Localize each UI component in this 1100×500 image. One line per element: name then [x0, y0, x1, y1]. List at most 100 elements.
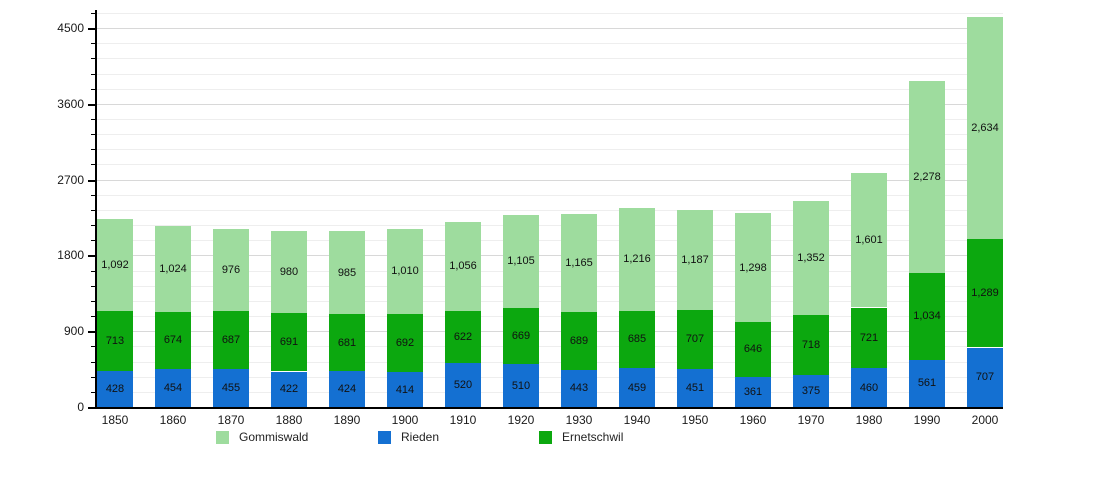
bar-segment-gommiswald-1900: 1,010 — [387, 228, 423, 314]
bar-value-label: 687 — [221, 333, 241, 346]
minor-gridline — [97, 164, 1003, 166]
minor-gridline — [97, 149, 1003, 151]
major-gridline — [97, 28, 1003, 29]
legend-swatch-ernetschwil — [539, 430, 552, 444]
legend-swatch-gommiswald — [216, 430, 229, 444]
x-axis-label-1900: 1900 — [391, 413, 419, 427]
bar-value-label: 1,010 — [391, 265, 419, 278]
bar-value-label: 2,634 — [971, 121, 999, 134]
y-axis-tick — [91, 225, 95, 227]
major-gridline — [97, 255, 1003, 257]
minor-gridline — [97, 376, 1003, 378]
bar-segment-gommiswald-1920: 1,105 — [503, 214, 539, 308]
y-axis-tick — [91, 194, 95, 196]
y-axis-tick-label: 900 — [63, 324, 84, 339]
y-axis-tick — [91, 73, 95, 75]
y-axis-tick — [88, 103, 95, 106]
bar-value-label: 424 — [337, 383, 357, 396]
y-axis-tick — [88, 179, 95, 182]
y-axis-tick-label: 1800 — [57, 248, 84, 263]
bar-value-label: 980 — [279, 265, 299, 278]
y-axis-tick — [91, 270, 95, 272]
major-gridline — [97, 331, 1003, 333]
minor-gridline — [97, 240, 1003, 242]
bar-segment-rieden-1950: 451 — [677, 369, 713, 407]
minor-gridline — [97, 12, 1003, 14]
bar-segment-ernetschwil-1970: 718 — [793, 314, 829, 376]
x-axis-label-1910: 1910 — [449, 413, 477, 427]
minor-gridline — [97, 225, 1003, 227]
bar-value-label: 718 — [801, 339, 821, 352]
x-axis-label-1850: 1850 — [101, 413, 129, 427]
y-axis-tick — [91, 346, 95, 348]
y-axis-tick — [91, 300, 95, 302]
bar-segment-rieden-1860: 454 — [155, 368, 191, 407]
bar-value-label: 561 — [917, 377, 937, 390]
bar-value-label: 1,352 — [797, 252, 825, 265]
major-gridline — [97, 179, 1003, 181]
bar-value-label: 1,187 — [681, 253, 709, 266]
bar-value-label: 707 — [975, 371, 995, 384]
bar-value-label: 455 — [221, 381, 241, 394]
y-axis-tick-label: 2700 — [57, 172, 84, 187]
bar-value-label: 707 — [685, 333, 705, 346]
bar-segment-rieden-1900: 414 — [387, 372, 423, 407]
bar-segment-ernetschwil-1890: 681 — [329, 313, 365, 372]
legend-item-gommiswald: Gommiswald — [216, 430, 308, 444]
bar-value-label: 361 — [743, 385, 763, 398]
bar-segment-gommiswald-1910: 1,056 — [445, 221, 481, 311]
bar-value-label: 428 — [105, 383, 125, 395]
x-axis-label-2000: 2000 — [971, 413, 999, 427]
bar-value-label: 459 — [627, 381, 647, 394]
bar-value-label: 1,034 — [913, 310, 941, 323]
bar-segment-gommiswald-1890: 985 — [329, 231, 365, 314]
minor-gridline — [97, 43, 1003, 45]
bar-value-label: 692 — [395, 337, 415, 350]
y-axis-tick — [91, 58, 95, 60]
bar-value-label: 622 — [453, 330, 473, 343]
bar-value-label: 1,289 — [971, 287, 999, 300]
minor-gridline — [97, 194, 1003, 196]
bar-value-label: 681 — [337, 336, 357, 349]
bar-segment-ernetschwil-1900: 692 — [387, 313, 423, 373]
bar-value-label: 2,278 — [913, 170, 941, 183]
bar-segment-ernetschwil-1990: 1,034 — [909, 272, 945, 360]
bar-segment-gommiswald-1990: 2,278 — [909, 80, 945, 273]
bar-value-label: 510 — [511, 379, 531, 392]
x-axis-label-1880: 1880 — [275, 413, 303, 427]
bar-segment-gommiswald-1980: 1,601 — [851, 172, 887, 308]
bar-segment-ernetschwil-1930: 689 — [561, 311, 597, 370]
bar-segment-gommiswald-1940: 1,216 — [619, 208, 655, 311]
bar-value-label: 1,601 — [855, 234, 883, 247]
minor-gridline — [97, 209, 1003, 211]
bar-segment-ernetschwil-1940: 685 — [619, 310, 655, 369]
minor-gridline — [97, 346, 1003, 348]
bar-segment-ernetschwil-2000: 1,289 — [967, 238, 1003, 348]
y-axis-tick — [91, 43, 95, 45]
bar-segment-rieden-1980: 460 — [851, 368, 887, 407]
bar-segment-gommiswald-1930: 1,165 — [561, 213, 597, 312]
major-gridline — [97, 103, 1003, 105]
minor-gridline — [97, 285, 1003, 287]
bar-value-label: 460 — [859, 381, 879, 394]
bar-value-label: 713 — [105, 334, 125, 347]
minor-gridline — [97, 391, 1003, 393]
y-axis-tick — [88, 28, 95, 30]
bar-value-label: 375 — [801, 385, 821, 398]
minor-gridline — [97, 73, 1003, 75]
bar-value-label: 1,105 — [507, 255, 535, 268]
bar-value-label: 1,092 — [101, 258, 129, 271]
minor-gridline — [97, 300, 1003, 302]
x-axis-label-1940: 1940 — [623, 413, 651, 427]
bar-value-label: 1,024 — [159, 262, 187, 275]
bar-segment-gommiswald-2000: 2,634 — [967, 17, 1003, 239]
legend-item-rieden: Rieden — [378, 430, 439, 444]
bar-segment-gommiswald-1950: 1,187 — [677, 209, 713, 310]
y-axis-tick — [91, 361, 95, 363]
x-axis-label-1930: 1930 — [565, 413, 593, 427]
x-axis-label-1950: 1950 — [681, 413, 709, 427]
y-axis-tick — [91, 240, 95, 242]
bar-segment-rieden-1960: 361 — [735, 376, 771, 407]
y-axis-tick — [91, 376, 95, 378]
